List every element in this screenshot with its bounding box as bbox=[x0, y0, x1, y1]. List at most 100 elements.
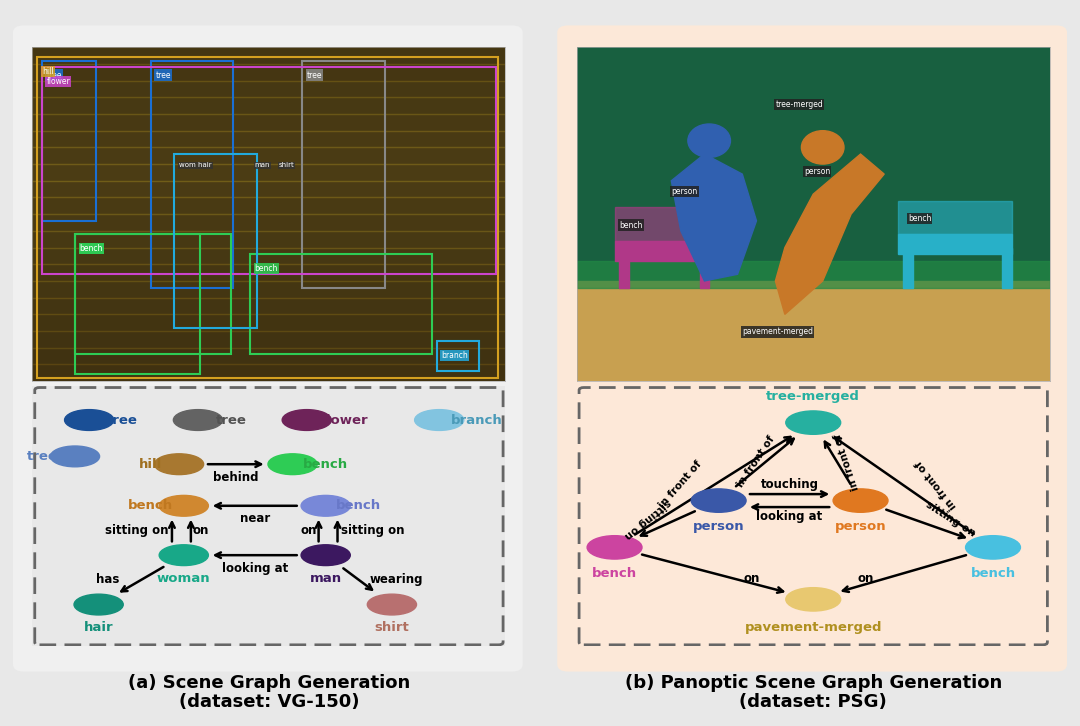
Text: hill: hill bbox=[139, 457, 162, 470]
Ellipse shape bbox=[588, 536, 642, 559]
Bar bbox=[32, 114, 505, 131]
Text: pavement-merged: pavement-merged bbox=[742, 327, 813, 336]
Bar bbox=[32, 164, 505, 181]
Text: in front of: in front of bbox=[658, 460, 704, 510]
Bar bbox=[32, 181, 505, 197]
Bar bbox=[32, 81, 505, 97]
Text: man: man bbox=[310, 572, 341, 585]
Text: bench: bench bbox=[908, 214, 931, 223]
Text: on: on bbox=[301, 524, 318, 537]
Text: hair: hair bbox=[84, 621, 113, 635]
Text: touching: touching bbox=[760, 478, 819, 492]
Text: on: on bbox=[743, 572, 760, 585]
Ellipse shape bbox=[282, 409, 332, 431]
Text: (b) Panoptic Scene Graph Generation: (b) Panoptic Scene Graph Generation bbox=[624, 674, 1002, 692]
Bar bbox=[32, 147, 505, 164]
Text: person: person bbox=[804, 167, 831, 176]
Ellipse shape bbox=[159, 544, 208, 566]
Text: bench: bench bbox=[255, 264, 279, 273]
Bar bbox=[32, 314, 505, 331]
Text: tree: tree bbox=[156, 70, 171, 80]
Text: in front of: in front of bbox=[833, 432, 861, 492]
Bar bbox=[32, 197, 505, 214]
Ellipse shape bbox=[688, 124, 730, 158]
Bar bbox=[32, 131, 505, 147]
Text: flower: flower bbox=[46, 77, 70, 86]
Bar bbox=[1002, 248, 1012, 287]
Bar bbox=[577, 281, 1050, 381]
Text: sitting on: sitting on bbox=[623, 497, 673, 541]
Text: tree: tree bbox=[107, 414, 138, 426]
Text: tree-merged: tree-merged bbox=[775, 100, 823, 110]
Text: bench: bench bbox=[80, 244, 103, 253]
Bar bbox=[32, 348, 505, 364]
Text: shirt: shirt bbox=[279, 163, 294, 168]
Bar bbox=[75, 234, 231, 354]
Bar bbox=[899, 234, 1012, 254]
Ellipse shape bbox=[966, 536, 1021, 559]
Bar bbox=[32, 298, 505, 314]
Ellipse shape bbox=[691, 489, 746, 513]
Text: person: person bbox=[692, 520, 744, 533]
Text: man: man bbox=[255, 163, 270, 168]
Bar bbox=[32, 214, 505, 231]
Bar bbox=[32, 281, 505, 298]
Text: tree: tree bbox=[46, 70, 62, 80]
Text: looking at: looking at bbox=[221, 562, 288, 575]
Text: branch: branch bbox=[451, 414, 503, 426]
Ellipse shape bbox=[65, 409, 113, 431]
Text: tree: tree bbox=[216, 414, 246, 426]
Bar bbox=[42, 60, 96, 221]
Ellipse shape bbox=[51, 446, 99, 467]
Text: pavement-merged: pavement-merged bbox=[744, 621, 882, 635]
Bar bbox=[32, 231, 505, 248]
Text: bench: bench bbox=[592, 567, 637, 580]
Polygon shape bbox=[775, 154, 885, 314]
Bar bbox=[174, 154, 257, 327]
Text: near: near bbox=[240, 513, 270, 526]
Text: branch: branch bbox=[442, 351, 469, 360]
Ellipse shape bbox=[786, 587, 840, 611]
Text: person: person bbox=[835, 520, 887, 533]
Ellipse shape bbox=[174, 409, 222, 431]
Bar bbox=[249, 254, 432, 354]
Bar bbox=[619, 254, 629, 287]
Text: has: has bbox=[96, 574, 120, 587]
Bar bbox=[615, 241, 710, 261]
Bar bbox=[903, 248, 913, 287]
Text: tree-merged: tree-merged bbox=[767, 390, 860, 403]
Bar bbox=[32, 331, 505, 348]
Polygon shape bbox=[672, 154, 756, 281]
Text: hill: hill bbox=[42, 68, 54, 76]
Ellipse shape bbox=[75, 594, 123, 615]
Text: on: on bbox=[192, 524, 208, 537]
Text: (dataset: VG-150): (dataset: VG-150) bbox=[178, 693, 360, 711]
Text: bench: bench bbox=[129, 499, 173, 513]
Text: looking at: looking at bbox=[756, 510, 823, 523]
Text: tree: tree bbox=[26, 450, 57, 463]
Text: tree: tree bbox=[307, 70, 322, 80]
Bar bbox=[436, 341, 480, 371]
Bar bbox=[151, 60, 233, 287]
Bar bbox=[32, 364, 505, 381]
Text: wom hair: wom hair bbox=[179, 163, 212, 168]
Ellipse shape bbox=[268, 454, 318, 475]
Text: woman: woman bbox=[157, 572, 211, 585]
Text: (dataset: PSG): (dataset: PSG) bbox=[740, 693, 887, 711]
Ellipse shape bbox=[833, 489, 888, 513]
Bar bbox=[32, 64, 505, 81]
Ellipse shape bbox=[367, 594, 417, 615]
Text: in front of: in front of bbox=[914, 459, 959, 511]
Ellipse shape bbox=[154, 454, 204, 475]
Text: bench: bench bbox=[971, 567, 1015, 580]
Bar bbox=[577, 261, 1050, 287]
Text: sitting on: sitting on bbox=[341, 524, 405, 537]
Bar bbox=[75, 234, 200, 375]
Text: bench: bench bbox=[80, 244, 103, 253]
Text: person: person bbox=[672, 187, 698, 196]
Ellipse shape bbox=[801, 131, 843, 164]
Text: bench: bench bbox=[336, 499, 381, 513]
Text: behind: behind bbox=[213, 470, 258, 484]
Bar bbox=[32, 47, 505, 64]
Ellipse shape bbox=[415, 409, 463, 431]
